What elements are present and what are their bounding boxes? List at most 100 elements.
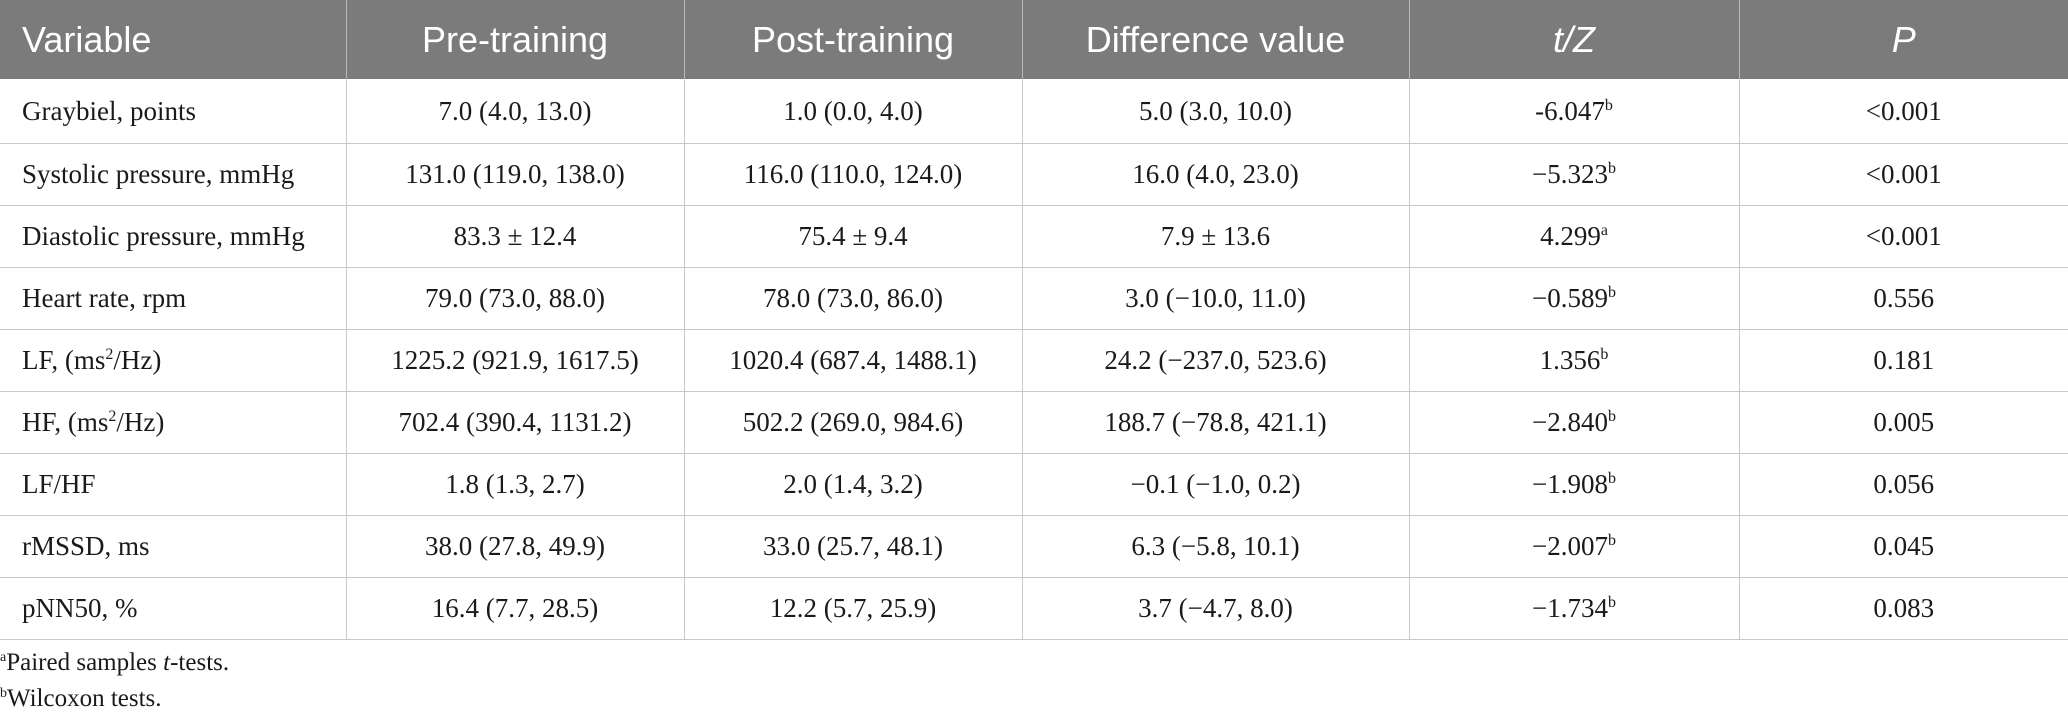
label-suffix: /Hz)	[113, 345, 162, 375]
row-pre-value: 38.0 (27.8, 49.9)	[346, 515, 685, 578]
row-tz-cell: −5.323b	[1409, 143, 1740, 206]
row-variable-label: HF, (ms2/Hz)	[0, 391, 347, 454]
header-variable: Variable	[0, 0, 347, 79]
row-difference-value: 24.2 (−237.0, 523.6)	[1022, 329, 1410, 392]
row-tz-footnote-mark: b	[1607, 470, 1616, 487]
row-post-value: 2.0 (1.4, 3.2)	[684, 453, 1023, 516]
row-tz-cell: −2.840b	[1409, 391, 1740, 454]
row-post-value: 502.2 (269.0, 984.6)	[684, 391, 1023, 454]
row-tz-cell: 1.356b	[1409, 329, 1740, 392]
row-variable-label: pNN50, %	[0, 577, 347, 640]
row-tz-value: −0.589	[1532, 283, 1608, 313]
row-pre-value: 702.4 (390.4, 1131.2)	[346, 391, 685, 454]
row-tz-value: 4.299	[1540, 221, 1601, 251]
table-row: Heart rate, rpm 79.0 (73.0, 88.0) 78.0 (…	[0, 267, 2068, 330]
row-tz-footnote-mark: b	[1607, 408, 1616, 425]
row-pre-value: 16.4 (7.7, 28.5)	[346, 577, 685, 640]
header-post-training: Post-training	[684, 0, 1023, 79]
header-row: Variable Pre-training Post-training Diff…	[0, 0, 2068, 79]
row-p-value: 0.045	[1739, 515, 2068, 578]
row-difference-value: −0.1 (−1.0, 0.2)	[1022, 453, 1410, 516]
footnote-text: Paired samples	[6, 649, 164, 676]
row-p-value: <0.001	[1739, 79, 2068, 144]
table-header: Variable Pre-training Post-training Diff…	[0, 0, 2068, 79]
row-post-value: 1020.4 (687.4, 1488.1)	[684, 329, 1023, 392]
results-table-container: Variable Pre-training Post-training Diff…	[0, 0, 2068, 640]
row-tz-value: −2.840	[1532, 407, 1608, 437]
row-difference-value: 6.3 (−5.8, 10.1)	[1022, 515, 1410, 578]
table-row: HF, (ms2/Hz) 702.4 (390.4, 1131.2) 502.2…	[0, 391, 2068, 454]
row-variable-label: LF, (ms2/Hz)	[0, 329, 347, 392]
row-difference-value: 3.0 (−10.0, 11.0)	[1022, 267, 1410, 330]
row-p-value: 0.005	[1739, 391, 2068, 454]
row-post-value: 75.4 ± 9.4	[684, 205, 1023, 268]
row-tz-footnote-mark: b	[1607, 160, 1616, 177]
row-p-value: 0.083	[1739, 577, 2068, 640]
label-superscript: 2	[105, 346, 114, 363]
row-variable-label: Systolic pressure, mmHg	[0, 143, 347, 206]
row-post-value: 1.0 (0.0, 4.0)	[684, 79, 1023, 144]
row-post-value: 33.0 (25.7, 48.1)	[684, 515, 1023, 578]
header-p: P	[1891, 18, 1916, 60]
row-tz-footnote-mark: b	[1600, 346, 1609, 363]
row-pre-value: 1225.2 (921.9, 1617.5)	[346, 329, 685, 392]
row-tz-cell: −1.734b	[1409, 577, 1740, 640]
label-superscript: 2	[108, 408, 117, 425]
header-pre-training: Pre-training	[346, 0, 685, 79]
table-row: Systolic pressure, mmHg 131.0 (119.0, 13…	[0, 143, 2068, 206]
row-difference-value: 16.0 (4.0, 23.0)	[1022, 143, 1410, 206]
row-tz-value: −5.323	[1532, 159, 1608, 189]
row-difference-value: 7.9 ± 13.6	[1022, 205, 1410, 268]
row-tz-cell: -6.047b	[1409, 79, 1740, 144]
table-row: LF, (ms2/Hz) 1225.2 (921.9, 1617.5) 1020…	[0, 329, 2068, 392]
row-variable-label: rMSSD, ms	[0, 515, 347, 578]
row-tz-cell: 4.299a	[1409, 205, 1740, 268]
table-row: rMSSD, ms 38.0 (27.8, 49.9) 33.0 (25.7, …	[0, 515, 2068, 578]
row-post-value: 12.2 (5.7, 25.9)	[684, 577, 1023, 640]
row-pre-value: 7.0 (4.0, 13.0)	[346, 79, 685, 144]
row-difference-value: 188.7 (−78.8, 421.1)	[1022, 391, 1410, 454]
table-row: Graybiel, points 7.0 (4.0, 13.0) 1.0 (0.…	[0, 79, 2068, 144]
row-tz-value: 1.356	[1539, 345, 1601, 375]
row-variable-label: Heart rate, rpm	[0, 267, 347, 330]
row-tz-footnote-mark: b	[1607, 532, 1616, 549]
table-footnotes: aPaired samples t-tests. bWilcoxon tests…	[0, 645, 229, 717]
row-tz-value: −1.908	[1532, 469, 1608, 499]
row-tz-footnote-mark: b	[1607, 594, 1616, 611]
row-difference-value: 3.7 (−4.7, 8.0)	[1022, 577, 1410, 640]
table-row: pNN50, % 16.4 (7.7, 28.5) 12.2 (5.7, 25.…	[0, 577, 2068, 640]
row-tz-value: −2.007	[1532, 531, 1608, 561]
row-tz-value: −1.734	[1532, 593, 1608, 623]
label-prefix: HF, (ms	[22, 407, 109, 437]
row-tz-cell: −0.589b	[1409, 267, 1740, 330]
row-tz-footnote-mark: b	[1607, 284, 1616, 301]
footnote-a: aPaired samples t-tests.	[0, 645, 229, 681]
footnote-mark: a	[0, 650, 7, 665]
footnote-b: bWilcoxon tests.	[0, 681, 229, 717]
row-p-value: 0.556	[1739, 267, 2068, 330]
row-tz-cell: −2.007b	[1409, 515, 1740, 578]
row-variable-label: Diastolic pressure, mmHg	[0, 205, 347, 268]
results-table: Variable Pre-training Post-training Diff…	[0, 0, 2068, 640]
footnote-text: Wilcoxon tests.	[7, 685, 162, 712]
footnote-text-suffix: -tests.	[170, 649, 230, 676]
row-pre-value: 79.0 (73.0, 88.0)	[346, 267, 685, 330]
row-tz-value: -6.047	[1535, 95, 1605, 126]
header-difference-value: Difference value	[1022, 0, 1410, 79]
row-p-value: <0.001	[1739, 143, 2068, 206]
footnote-italic-text: t	[163, 649, 171, 676]
row-tz-footnote-mark: a	[1600, 222, 1608, 239]
row-tz-cell: −1.908b	[1409, 453, 1740, 516]
row-p-value: 0.056	[1739, 453, 2068, 516]
row-variable-label: LF/HF	[0, 453, 347, 516]
footnote-mark: b	[0, 686, 7, 701]
row-post-value: 78.0 (73.0, 86.0)	[684, 267, 1023, 330]
row-pre-value: 83.3 ± 12.4	[346, 205, 685, 268]
row-variable-label: Graybiel, points	[0, 79, 347, 144]
row-difference-value: 5.0 (3.0, 10.0)	[1022, 79, 1410, 144]
row-pre-value: 1.8 (1.3, 2.7)	[346, 453, 685, 516]
row-pre-value: 131.0 (119.0, 138.0)	[346, 143, 685, 206]
label-prefix: LF, (ms	[22, 345, 106, 375]
row-p-value: 0.181	[1739, 329, 2068, 392]
table-row: Diastolic pressure, mmHg 83.3 ± 12.4 75.…	[0, 205, 2068, 268]
